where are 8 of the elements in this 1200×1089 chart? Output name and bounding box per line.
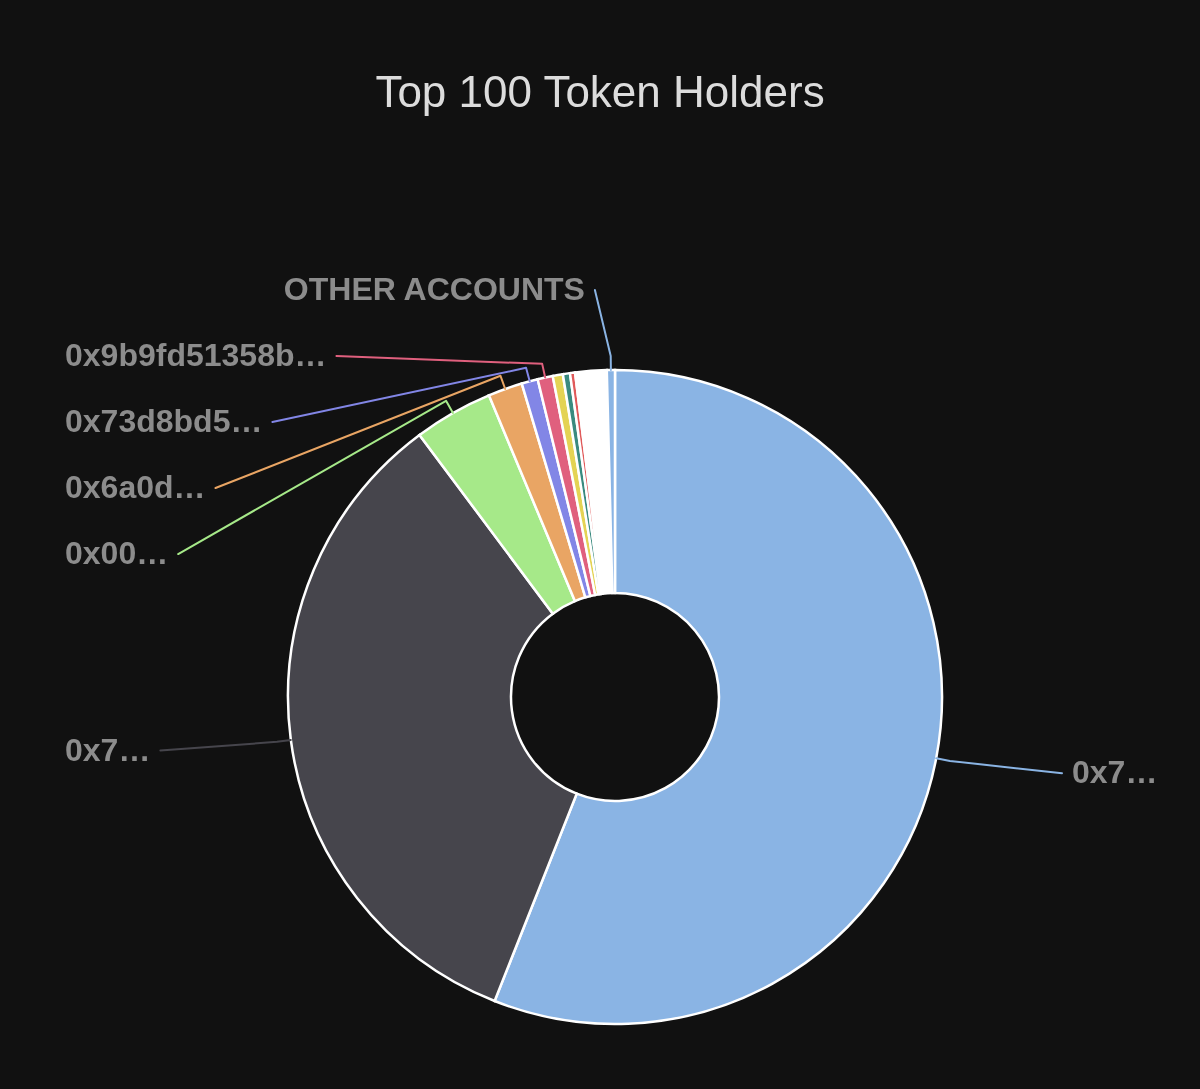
- slice-label: 0x9b9fd51358b…: [65, 337, 327, 374]
- slice-label: 0x00…: [65, 535, 169, 572]
- slice-label: 0x73d8bd5…: [65, 403, 263, 440]
- slice-label: 0x7…: [65, 731, 151, 768]
- chart-title: Top 100 Token Holders: [375, 67, 825, 116]
- slice-label: OTHER ACCOUNTS: [283, 271, 585, 308]
- slice-label: 0x6a0d…: [65, 469, 206, 506]
- slice-label: 0x7…: [1072, 754, 1158, 791]
